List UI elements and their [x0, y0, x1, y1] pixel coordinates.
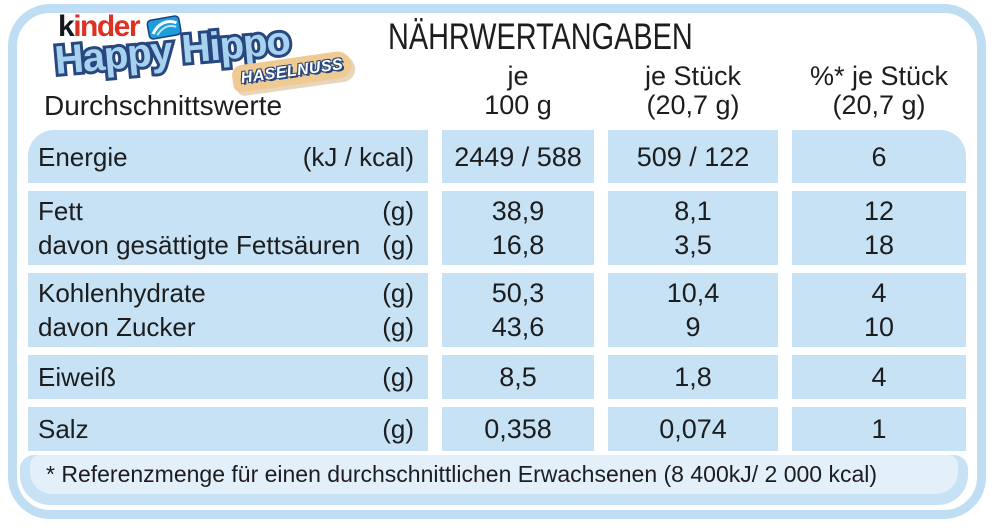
column-header-pct-per-piece: %* je Stück (20,7 g) — [809, 61, 949, 120]
kinder-wordmark: kinder — [58, 10, 141, 43]
nutrient-name: Salz — [38, 414, 89, 444]
salz-pct-per-piece: 1 — [792, 407, 966, 451]
nutrient-name: davon Zucker — [38, 312, 196, 342]
nutrient-unit: (g) — [382, 196, 414, 226]
column-header-per-piece: je Stück (20,7 g) — [644, 61, 742, 120]
column-header-per-100g: je 100 g — [484, 61, 552, 120]
kinder-chocolate-icon — [146, 15, 182, 40]
energie-pct-per-piece: 6 — [792, 130, 966, 183]
kohlenhydrate-pct-per-piece: 4 10 — [792, 273, 966, 347]
salz-per-100g: 0,358 — [442, 407, 594, 451]
row-salz-label: Salz (g) — [28, 407, 428, 451]
energie-per-100g: 2449 / 588 — [442, 130, 594, 183]
kinder-inder-letters: inder — [73, 10, 140, 43]
footnote-text: * Referenzmenge für einen durchschnittli… — [46, 461, 878, 487]
fett-per-100g: 38,9 16,8 — [442, 191, 594, 265]
footnote: * Referenzmenge für einen durchschnittli… — [30, 455, 958, 494]
kinder-happy-hippo-logo: kinder Happy Hippo HASELNUSS — [48, 8, 378, 108]
fett-pct-per-piece: 12 18 — [792, 191, 966, 265]
nutrient-unit: (g) — [382, 278, 414, 308]
nutrient-name: Energie — [38, 141, 128, 172]
footnote-tray: * Referenzmenge für einen durchschnittli… — [20, 455, 968, 505]
nutrient-unit: (g) — [382, 230, 414, 260]
nutrient-name: Kohlenhydrate — [38, 278, 206, 308]
averages-label: Durchschnittswerte — [44, 90, 283, 121]
kinder-k-letter: k — [58, 10, 75, 43]
nutrient-unit: (g) — [382, 312, 414, 342]
kohlenhydrate-per-piece: 10,4 9 — [608, 273, 778, 347]
kohlenhydrate-per-100g: 50,3 43,6 — [442, 273, 594, 347]
energie-per-piece: 509 / 122 — [608, 130, 778, 183]
nutrient-unit: (kJ / kcal) — [302, 141, 414, 172]
row-energie-label: Energie (kJ / kcal) — [28, 130, 428, 183]
nutrient-name: davon gesättigte Fettsäuren — [38, 230, 361, 260]
salz-per-piece: 0,074 — [608, 407, 778, 451]
eiweiss-pct-per-piece: 4 — [792, 355, 966, 399]
row-eiweiss-label: Eiweiß (g) — [28, 355, 428, 399]
row-kohlenhydrate-label: Kohlenhydrate (g) davon Zucker (g) — [28, 273, 428, 347]
kinder-logo: kinder — [58, 12, 184, 42]
nutrition-table: Durchschnittswerte je 100 g je Stück (20… — [28, 50, 966, 451]
column-header-averages: Durchschnittswerte — [28, 50, 428, 122]
nutrient-name: Eiweiß — [38, 362, 117, 392]
page-title: NÄHRWERTANGABEN — [388, 16, 693, 57]
eiweiss-per-100g: 8,5 — [442, 355, 594, 399]
fett-per-piece: 8,1 3,5 — [608, 191, 778, 265]
nutrient-name: Fett — [38, 196, 83, 226]
nutrient-unit: (g) — [382, 362, 414, 392]
row-fett-label: Fett (g) davon gesättigte Fettsäuren (g) — [28, 191, 428, 265]
nutrient-unit: (g) — [382, 414, 414, 444]
eiweiss-per-piece: 1,8 — [608, 355, 778, 399]
